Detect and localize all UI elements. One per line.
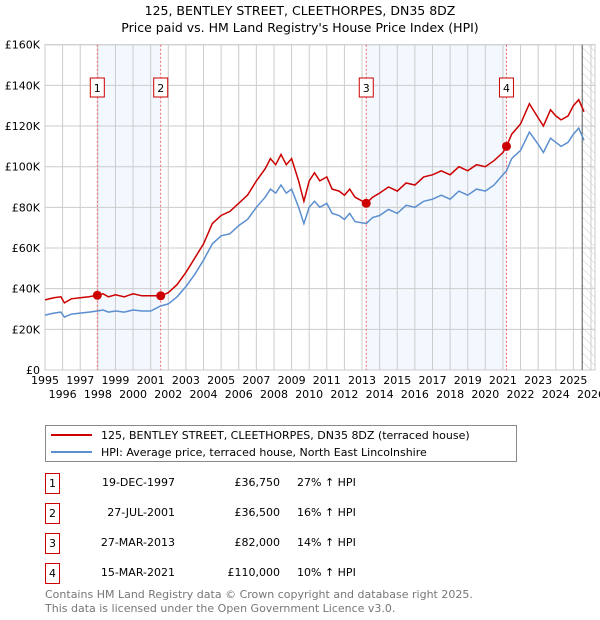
sale-label-number: 1	[94, 82, 101, 95]
x-tick-label: 2005	[207, 374, 235, 387]
y-tick-label: £20K	[12, 323, 41, 336]
legend-item-hpi: HPI: Average price, terraced house, Nort…	[46, 444, 427, 460]
sale-hpi-change: 27% ↑ HPI	[297, 476, 356, 489]
sale-date: 27-MAR-2013	[100, 536, 175, 549]
sale-number: 2	[45, 503, 60, 524]
sale-row: 2 27-JUL-2001 £36,500 16% ↑ HPI	[45, 503, 465, 525]
y-tick-label: £140K	[5, 79, 41, 92]
x-tick-label: 2016	[401, 388, 429, 401]
x-tick-label: 2015	[383, 374, 411, 387]
legend-item-property: 125, BENTLEY STREET, CLEETHORPES, DN35 8…	[46, 427, 470, 443]
chart-title: 125, BENTLEY STREET, CLEETHORPES, DN35 8…	[144, 3, 456, 18]
sale-label-number: 3	[363, 82, 370, 95]
x-tick-label: 2007	[242, 374, 270, 387]
y-tick-label: £0	[26, 364, 40, 377]
x-tick-label: 2019	[454, 374, 482, 387]
sale-label-box	[89, 77, 105, 98]
sale-hpi-change: 10% ↑ HPI	[297, 566, 356, 579]
sale-label-box	[498, 77, 514, 98]
legend-swatch-blue	[51, 451, 92, 453]
x-tick-label: 2003	[172, 374, 200, 387]
y-tick-label: £60K	[12, 242, 41, 255]
sale-date: 27-JUL-2001	[107, 506, 175, 519]
x-tick-label: 2014	[366, 388, 394, 401]
legend: 125, BENTLEY STREET, CLEETHORPES, DN35 8…	[45, 425, 517, 462]
x-tick-label: 2025	[559, 374, 587, 387]
x-tick-label: 2004	[190, 388, 218, 401]
x-tick-label: 2011	[313, 374, 341, 387]
x-tick-label: 1999	[101, 374, 129, 387]
sale-label-number: 2	[157, 82, 164, 95]
sale-hpi-change: 14% ↑ HPI	[297, 536, 356, 549]
legend-swatch-red	[51, 434, 92, 436]
price-chart: 1995199619971998199920002001200220032004…	[5, 39, 600, 401]
sale-row: 4 15-MAR-2021 £110,000 10% ↑ HPI	[45, 563, 465, 585]
x-tick-label: 2002	[154, 388, 182, 401]
y-tick-label: £100K	[5, 161, 41, 174]
sale-price: £36,750	[234, 476, 281, 489]
sale-hpi-change: 16% ↑ HPI	[297, 506, 356, 519]
x-tick-label: 2010	[295, 388, 323, 401]
x-tick-label: 2017	[418, 374, 446, 387]
plot-border	[44, 44, 596, 371]
x-tick-label: 1996	[49, 388, 77, 401]
sale-number: 1	[45, 473, 60, 494]
sale-label-number: 4	[503, 82, 510, 95]
y-tick-label: £120K	[5, 120, 41, 133]
legend-label: HPI: Average price, terraced house, Nort…	[101, 445, 427, 459]
sale-row: 1 19-DEC-1997 £36,750 27% ↑ HPI	[45, 473, 465, 495]
chart-subtitle: Price paid vs. HM Land Registry's House …	[121, 20, 479, 35]
x-tick-label: 2006	[225, 388, 253, 401]
x-tick-label: 2008	[260, 388, 288, 401]
footer-licence: This data is licensed under the Open Gov…	[45, 602, 396, 615]
x-tick-label: 2012	[330, 388, 358, 401]
hpi-line	[44, 126, 585, 319]
sale-point	[92, 290, 102, 300]
x-tick-label: 2018	[436, 388, 464, 401]
sale-number: 3	[45, 533, 60, 554]
footer-copyright: Contains HM Land Registry data © Crown c…	[45, 588, 473, 601]
sale-row: 3 27-MAR-2013 £82,000 14% ↑ HPI	[45, 533, 465, 555]
x-tick-label: 2021	[489, 374, 517, 387]
x-tick-label: 2023	[524, 374, 552, 387]
sale-number: 4	[45, 563, 60, 584]
sale-point	[156, 291, 166, 301]
x-tick-label: 2013	[348, 374, 376, 387]
x-tick-label: 1997	[66, 374, 94, 387]
y-tick-label: £160K	[5, 39, 41, 52]
sale-point	[501, 141, 511, 151]
y-tick-label: £40K	[12, 283, 41, 296]
x-tick-label: 2000	[119, 388, 147, 401]
x-tick-label: 2026	[577, 388, 600, 401]
x-tick-label: 2001	[137, 374, 165, 387]
x-tick-label: 1998	[84, 388, 112, 401]
sale-date: 15-MAR-2021	[100, 566, 175, 579]
sale-price: £110,000	[227, 566, 281, 579]
x-tick-label: 2022	[507, 388, 535, 401]
x-tick-label: 1995	[31, 374, 59, 387]
y-tick-label: £80K	[12, 201, 41, 214]
sale-label-box	[153, 77, 169, 98]
x-tick-label: 2020	[471, 388, 499, 401]
x-tick-label: 2009	[278, 374, 306, 387]
sale-date: 19-DEC-1997	[101, 476, 175, 489]
sale-price: £36,500	[234, 506, 281, 519]
x-tick-label: 2024	[542, 388, 570, 401]
sale-price: £82,000	[234, 536, 281, 549]
sale-point	[361, 198, 371, 208]
sale-label-box	[358, 77, 374, 98]
legend-label: 125, BENTLEY STREET, CLEETHORPES, DN35 8…	[101, 428, 470, 442]
